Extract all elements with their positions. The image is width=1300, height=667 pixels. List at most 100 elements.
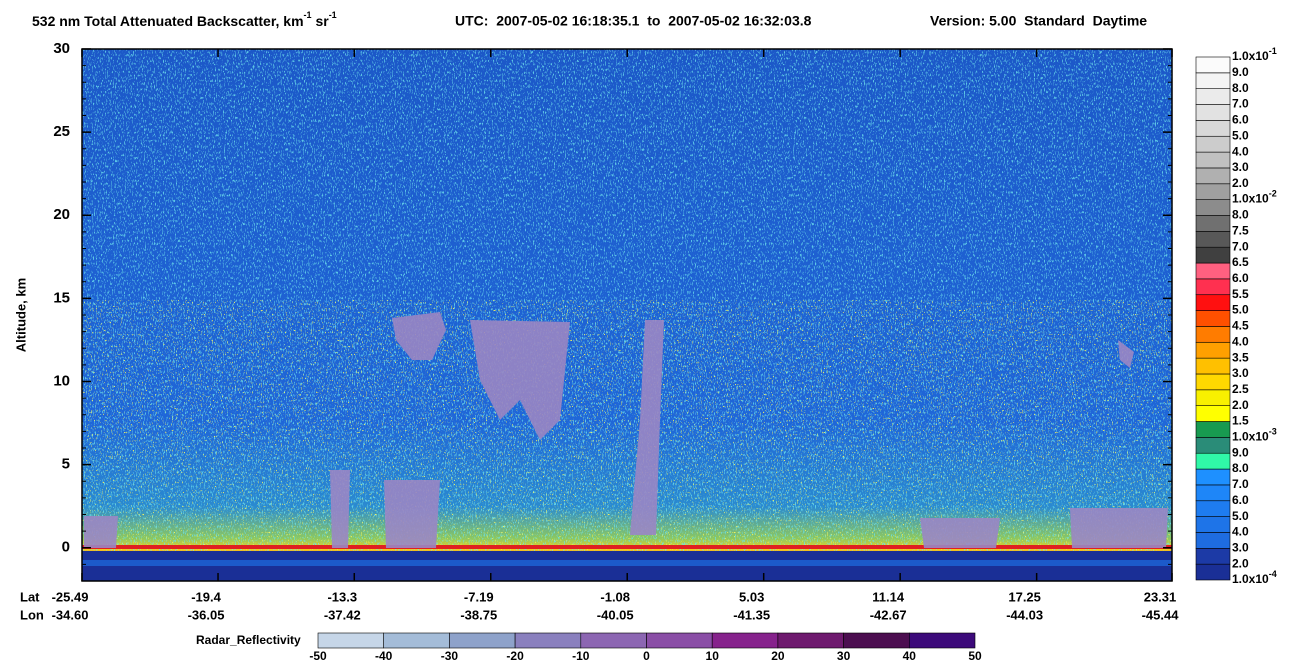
colorbar-label: 6.0 [1232,113,1249,127]
colorbar-box [1195,452,1231,470]
y-tick-label: 10 [53,372,70,389]
colorbar-box [1195,231,1231,248]
colorbar-box [1195,135,1231,153]
colorbar-box [1195,215,1231,232]
y-tick-label: 0 [62,539,70,556]
title-version: Version: 5.00 Standard Daytime [930,13,1147,29]
colorbar-label: 8.0 [1232,81,1249,95]
x2-tick-label: -37.42 [324,607,361,622]
radar-colorbar-label: 0 [643,649,650,663]
colorbar-label: 9.0 [1232,65,1249,79]
radar-colorbar-label: -10 [572,649,590,663]
colorbar-label: 6.5 [1232,255,1249,269]
radar-colorbar-box [383,632,450,649]
colorbar-label: 2.0 [1232,556,1249,570]
colorbar-label: 1.0x10-1 [1232,46,1277,63]
radar-colorbar-box [711,632,779,649]
colorbar-label: 8.0 [1232,208,1249,222]
colorbar-label-base: 1.0x10 [1232,572,1269,586]
colorbar: 1.0x10-42.03.04.05.06.07.08.09.01.0x10-3… [1195,46,1277,586]
x2-tick-label: -44.03 [1006,607,1043,622]
colorbar-box [1195,500,1231,517]
colorbar-label-exp: -2 [1269,189,1277,199]
colorbar-label: 1.0x10-4 [1232,569,1277,586]
y-tick-label: 25 [53,123,70,140]
y-tick-label: 30 [53,40,70,57]
x-tick-label: 11.14 [872,589,905,604]
colorbar-label: 8.0 [1232,461,1249,475]
y-tick-label: 5 [62,456,70,473]
radar-colorbar-label: -40 [375,649,393,663]
colorbar-box [1195,199,1231,216]
chart-title: 532 nm Total Attenuated Backscatter, km-… [32,10,337,28]
colorbar-label: 1.5 [1232,414,1249,428]
x-tick-label: 23.31 [1144,589,1177,604]
radar-colorbar-label: -20 [506,649,524,663]
title-sup: -1 [304,10,312,20]
radar-colorbar-box [317,632,384,649]
x-tick-label: -19.4 [191,589,221,604]
colorbar-label: 2.0 [1232,176,1249,190]
title-text: sr [312,13,330,29]
colorbar-box [1195,56,1231,74]
x-tick-label: -25.49 [52,589,89,604]
radar-colorbar-label: 30 [837,649,851,663]
colorbar-box [1195,151,1231,169]
radar-colorbar-box [580,632,647,649]
x2-tick-label: -40.05 [597,607,634,622]
x-tick-label: -7.19 [464,589,494,604]
colorbar-label: 3.5 [1232,350,1249,364]
radar-colorbar-box [514,632,582,649]
colorbar-label: 5.0 [1232,509,1249,523]
colorbar-box [1195,532,1231,549]
colorbar-label: 2.5 [1232,382,1249,396]
colorbar-label: 4.5 [1232,319,1249,333]
colorbar-box [1195,278,1231,296]
colorbar-box [1195,405,1231,422]
colorbar-box [1195,310,1231,327]
colorbar-label-base: 1.0x10 [1232,192,1269,206]
colorbar-label-exp: -1 [1269,46,1277,56]
colorbar-label: 5.0 [1232,303,1249,317]
colorbar-label: 5.5 [1232,287,1249,301]
colorbar-label-base: 1.0x10 [1232,430,1269,444]
colorbar-box [1195,516,1231,533]
colorbar-label: 6.0 [1232,493,1249,507]
radar-colorbar-title: Radar_Reflectivity [196,633,301,647]
colorbar-box [1195,548,1231,565]
x-tick-label: 17.25 [1008,589,1041,604]
colorbar-label-exp: -3 [1269,427,1277,437]
x-tick-label: 5.03 [739,589,764,604]
colorbar-box [1195,341,1231,359]
colorbar-box [1195,484,1231,502]
colorbar-label: 3.0 [1232,160,1249,174]
colorbar-box [1195,468,1231,486]
colorbar-label-base: 1.0x10 [1232,49,1269,63]
colorbar-label: 3.0 [1232,540,1249,554]
y-tick-label: 20 [53,206,70,223]
x2-tick-label: -41.35 [733,607,770,622]
colorbar-label: 7.0 [1232,477,1249,491]
radar-colorbar-label: -30 [441,649,459,663]
colorbar-box [1195,120,1231,137]
colorbar-label: 9.0 [1232,445,1249,459]
colorbar-box [1195,104,1231,121]
x2-tick-label: -34.60 [52,607,89,622]
colorbar-box [1195,357,1231,375]
colorbar-label: 4.0 [1232,525,1249,539]
colorbar-label: 5.0 [1232,128,1249,142]
radar-colorbar-label: 50 [968,649,982,663]
colorbar-box [1195,246,1231,264]
y-axis-title: Altitude, km [13,278,28,352]
colorbar-label: 3.0 [1232,366,1249,380]
colorbar-box [1195,294,1231,311]
colorbar-label-exp: -4 [1269,569,1277,579]
x-axis-title: Lat [20,589,40,604]
x-tick-label: -13.3 [327,589,357,604]
colorbar-label: 4.0 [1232,144,1249,158]
colorbar-box [1195,421,1231,438]
radar-colorbar-label: 20 [771,649,785,663]
radar-colorbar-label: -50 [309,649,327,663]
x2-tick-label: -36.05 [188,607,225,622]
